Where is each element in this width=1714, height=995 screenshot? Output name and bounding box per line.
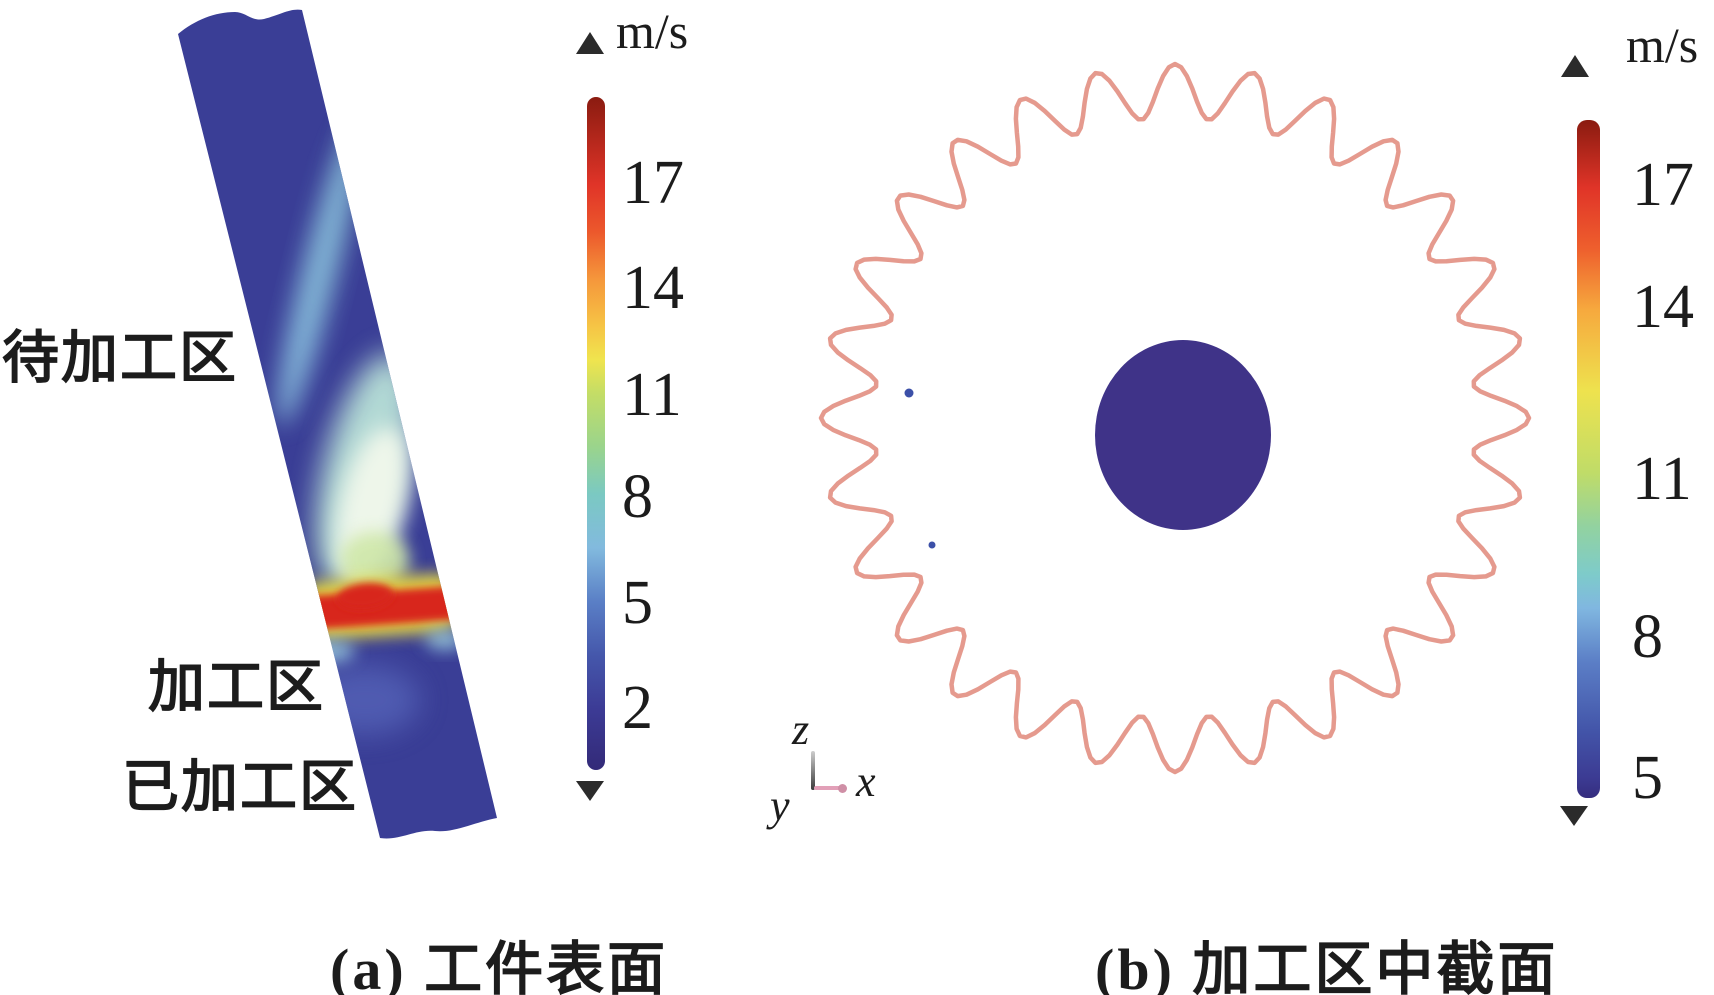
workpiece-contour-plot <box>178 9 497 839</box>
below-band-glow <box>310 665 420 735</box>
colorbar-a-down-arrow-icon <box>576 781 604 801</box>
colorbar-a-gradient <box>587 97 605 770</box>
machining-band-red-bump <box>337 582 393 610</box>
colorbar-b-tick-17: 17 <box>1632 151 1694 219</box>
band-fringe-right <box>425 630 465 650</box>
colorbar-a-tick-8: 8 <box>622 463 653 531</box>
colorbar-a-tick-14: 14 <box>622 254 684 322</box>
colorbar-b-down-arrow-icon <box>1560 806 1588 826</box>
colorbar-a-tick-2: 2 <box>622 674 653 742</box>
colorbar-b-tick-8: 8 <box>1632 603 1663 671</box>
axis-x-line <box>814 786 842 790</box>
colorbar-b-unit: m/s <box>1626 17 1699 73</box>
axis-z-label: z <box>792 705 810 754</box>
axis-x-label: x <box>856 757 876 806</box>
gear-hub-circle <box>1095 340 1271 530</box>
colorbar-a-tick-5: 5 <box>622 569 653 637</box>
colorbar-a-tick-17: 17 <box>622 149 684 217</box>
colorbar-a-unit: m/s <box>616 3 689 59</box>
velocity-streak <box>277 114 363 426</box>
caption-panel-b: (b) 加工区中截面 <box>1095 937 1559 995</box>
colorbar-b-up-arrow-icon <box>1561 55 1589 77</box>
gear-section-plot <box>818 61 1532 775</box>
section-dot-upper <box>904 388 914 398</box>
colorbar-b-tick-11: 11 <box>1632 445 1692 513</box>
velocity-green-zone <box>340 532 410 588</box>
colorbar-b-tick-5: 5 <box>1632 744 1663 812</box>
axis-z-line <box>811 751 815 790</box>
axis-x-dot-icon <box>838 784 847 793</box>
axis-y-label: y <box>770 781 790 830</box>
gear-outline-path <box>818 61 1532 775</box>
colorbar-b-gradient <box>1577 120 1600 798</box>
colorbar-a-tick-11: 11 <box>622 361 682 429</box>
label-unmachined-zone: 待加工区 <box>2 327 238 390</box>
section-dot-lower <box>928 541 936 549</box>
colorbar-b-tick-14: 14 <box>1632 273 1694 341</box>
colorbar-a-up-arrow-icon <box>576 32 604 54</box>
caption-panel-a: (a) 工件表面 <box>330 937 669 995</box>
label-machining-zone: 加工区 <box>148 656 325 719</box>
label-machined-zone: 已加工区 <box>122 756 358 819</box>
